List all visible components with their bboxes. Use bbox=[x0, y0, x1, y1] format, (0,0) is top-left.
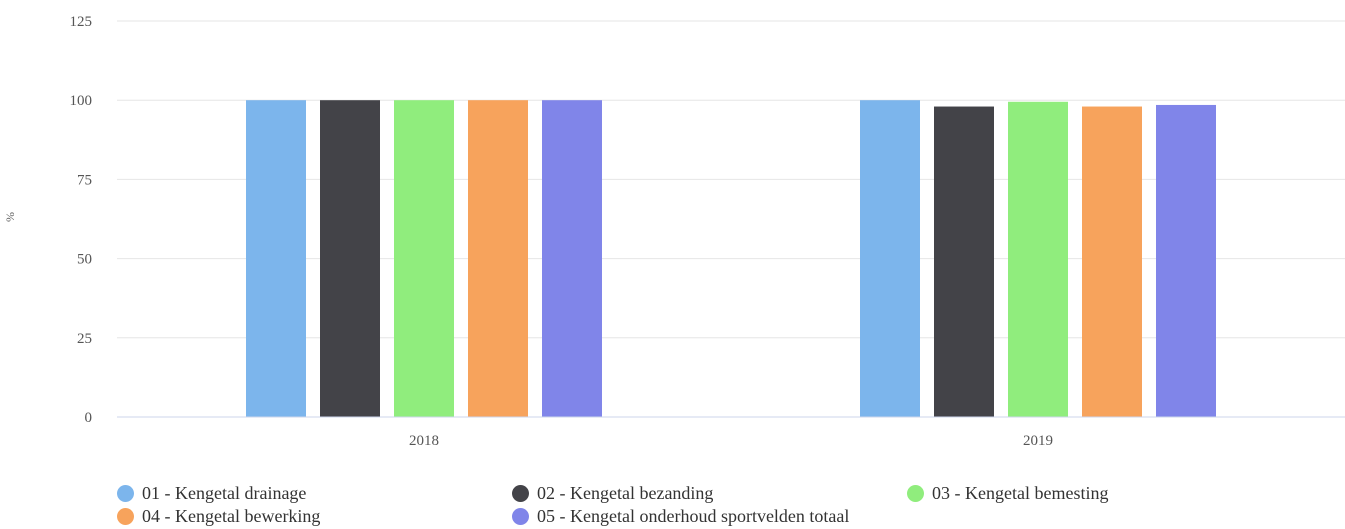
y-axis-tick-labels: 0 25 50 75 100 125 bbox=[70, 14, 93, 426]
legend-item-bezanding[interactable]: 02 - Kengetal bezanding bbox=[512, 481, 713, 505]
x-tick-label: 2018 bbox=[409, 433, 439, 449]
bar-2018-series-2[interactable] bbox=[320, 100, 380, 417]
x-tick-label: 2019 bbox=[1023, 433, 1053, 449]
bar-2019-series-2[interactable] bbox=[934, 106, 994, 417]
legend-item-bemesting[interactable]: 03 - Kengetal bemesting bbox=[907, 481, 1108, 505]
legend-marker-bewerking bbox=[117, 507, 134, 525]
legend-item-bewerking[interactable]: 04 - Kengetal bewerking bbox=[117, 504, 320, 528]
bar-2019-series-4[interactable] bbox=[1082, 106, 1142, 417]
legend-label: 01 - Kengetal drainage bbox=[142, 482, 307, 503]
legend-marker-drainage bbox=[117, 484, 134, 502]
legend-marker-onderhoud-sportvelden-totaal bbox=[512, 507, 529, 525]
y-tick-label: 125 bbox=[70, 14, 93, 30]
legend-item-drainage[interactable]: 01 - Kengetal drainage bbox=[117, 481, 306, 505]
legend-marker-bemesting bbox=[907, 484, 924, 502]
bar-2018-series-5[interactable] bbox=[542, 100, 602, 417]
bar-2018-series-4[interactable] bbox=[468, 100, 528, 417]
bar-2019-series-5[interactable] bbox=[1156, 104, 1216, 418]
bar-2019-series-3[interactable] bbox=[1008, 101, 1068, 417]
bars bbox=[246, 100, 1216, 418]
bar-2018-series-1[interactable] bbox=[246, 100, 306, 417]
legend-label: 04 - Kengetal bewerking bbox=[142, 505, 321, 526]
x-axis-category-labels: 2018 2019 bbox=[409, 433, 1053, 449]
bar-2018-series-3[interactable] bbox=[394, 100, 454, 417]
legend-label: 05 - Kengetal onderhoud sportvelden tota… bbox=[537, 505, 850, 526]
y-tick-label: 75 bbox=[77, 172, 92, 188]
legend-item-onderhoud-sportvelden-totaal[interactable]: 05 - Kengetal onderhoud sportvelden tota… bbox=[512, 504, 849, 528]
y-tick-label: 100 bbox=[70, 93, 93, 109]
legend-label: 03 - Kengetal bemesting bbox=[932, 482, 1109, 503]
bar-2019-series-1[interactable] bbox=[860, 100, 920, 417]
y-tick-label: 25 bbox=[77, 331, 92, 347]
y-tick-label: 50 bbox=[77, 252, 92, 268]
legend-label: 02 - Kengetal bezanding bbox=[537, 482, 714, 503]
legend-marker-bezanding bbox=[512, 484, 529, 502]
y-axis-label: % bbox=[3, 212, 17, 222]
y-tick-label: 0 bbox=[85, 410, 93, 426]
